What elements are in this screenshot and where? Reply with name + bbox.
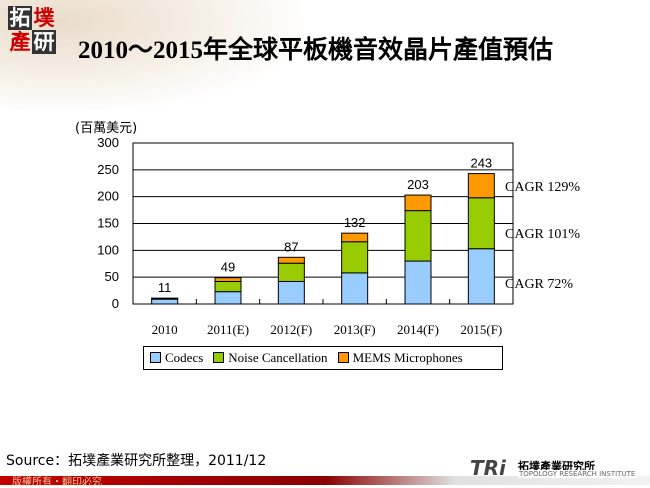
tri-org-name: 拓墣產業研究所 xyxy=(518,460,595,473)
bar-segment xyxy=(467,197,495,250)
legend-swatch xyxy=(213,352,225,363)
logo-char: 研 xyxy=(32,30,56,54)
legend-item-mems: MEMS Microphones xyxy=(337,350,463,366)
footer-bar xyxy=(0,476,650,485)
bar-segment xyxy=(214,277,242,282)
cagr-annotation: CAGR 101% xyxy=(505,227,580,242)
data-label: 243 xyxy=(470,156,492,171)
bar-segment xyxy=(404,260,432,305)
x-tick-label: 2013(F) xyxy=(334,322,376,337)
bar-segment xyxy=(151,298,179,305)
bar-segment xyxy=(277,262,305,282)
logo: 拓墣產研 xyxy=(8,6,60,58)
data-label: 203 xyxy=(407,177,429,192)
bar-segment xyxy=(341,241,369,274)
legend-label: Codecs xyxy=(165,350,204,365)
data-label: 132 xyxy=(344,215,366,230)
legend-item-codecs: Codecs xyxy=(150,350,203,366)
bar-segment xyxy=(214,280,242,293)
tri-org-name-en: TOPOLOGY RESEARCH INSTITUTE xyxy=(518,470,637,478)
y-tick-label: 50 xyxy=(105,269,119,284)
bar-segment xyxy=(277,256,305,264)
legend: Codecs Noise Cancellation MEMS Microphon… xyxy=(143,346,503,370)
bar-segment xyxy=(404,194,432,212)
y-tick-label: 0 xyxy=(112,296,119,311)
legend-swatch xyxy=(150,352,161,363)
bar-segment xyxy=(467,248,495,305)
header-background xyxy=(0,0,300,110)
x-tick-label: 2010 xyxy=(152,322,178,337)
bar-segment xyxy=(151,297,179,300)
y-tick-label: 300 xyxy=(97,135,119,150)
copyright: 版權所有・翻印必究 xyxy=(12,477,102,488)
cagr-annotation: CAGR 129% xyxy=(505,180,580,195)
bar-segment xyxy=(341,232,369,243)
data-label: 49 xyxy=(221,260,235,275)
y-tick-label: 250 xyxy=(97,162,119,177)
logo-char: 產 xyxy=(9,30,31,54)
y-axis-label: (百萬美元) xyxy=(75,121,138,136)
bar-segment xyxy=(467,173,495,199)
x-tick-label: 2012(F) xyxy=(270,322,312,337)
bar-segment xyxy=(214,291,242,305)
cagr-annotation: CAGR 72% xyxy=(505,277,573,292)
legend-swatch xyxy=(337,352,349,363)
page-title: 2010～2015年全球平板機音效晶片產值預估 xyxy=(78,37,554,64)
bar-segment xyxy=(404,210,432,262)
tri-brand: TRi xyxy=(470,456,506,480)
y-tick-label: 100 xyxy=(97,242,119,257)
x-tick-label: 2014(F) xyxy=(397,322,439,337)
data-label: 11 xyxy=(158,280,172,295)
logo-char: 墣 xyxy=(33,6,55,30)
y-tick-label: 200 xyxy=(97,189,119,204)
data-label: 87 xyxy=(284,239,298,254)
legend-label: Noise Cancellation xyxy=(228,350,328,365)
legend-label: MEMS Microphones xyxy=(352,350,463,365)
bar-segment xyxy=(341,272,369,305)
legend-item-noise: Noise Cancellation xyxy=(213,350,328,366)
tri-logo: TRi 拓墣產業研究所 TOPOLOGY RESEARCH INSTITUTE xyxy=(470,456,645,480)
x-tick-label: 2015(F) xyxy=(460,322,502,337)
y-tick-label: 150 xyxy=(97,216,119,231)
bar-segment xyxy=(277,280,305,305)
logo-char: 拓 xyxy=(8,6,32,30)
x-tick-label: 2011(E) xyxy=(207,322,249,337)
source-note: Source：拓墣產業研究所整理，2011/12 xyxy=(6,453,267,469)
